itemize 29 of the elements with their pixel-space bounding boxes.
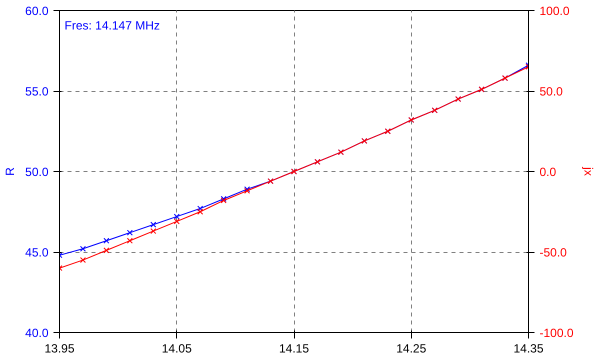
point xyxy=(174,218,180,224)
y-tick-label: 50.0 xyxy=(25,165,49,179)
point xyxy=(197,208,204,215)
y2-tick-label: -50.0 xyxy=(540,246,568,260)
y2-tick-label: 100.0 xyxy=(540,4,570,18)
point xyxy=(197,206,204,212)
point xyxy=(80,246,86,252)
point xyxy=(103,247,110,254)
x-tick-label: 14.15 xyxy=(278,342,310,356)
y2-tick-label: -100.0 xyxy=(540,326,574,340)
y-axis-title: R xyxy=(3,166,18,176)
x-tick-label: 14.35 xyxy=(513,342,544,356)
point xyxy=(80,257,86,264)
x-tick-label: 14.05 xyxy=(162,342,192,356)
annotation: Fres: 14.147 MHz xyxy=(64,18,160,32)
x-tick-label: 14.25 xyxy=(396,342,427,356)
y2-tick-label: 0.0 xyxy=(540,165,557,179)
point xyxy=(126,230,133,236)
y-tick-label: 45.0 xyxy=(25,246,49,260)
y2-axis-title: jx xyxy=(582,166,596,176)
y2-tick-label: 50.0 xyxy=(540,84,564,98)
y-tick-label: 40.0 xyxy=(25,326,49,340)
x-tick-label: 13.95 xyxy=(44,342,75,356)
y-tick-label: 55.0 xyxy=(25,84,49,98)
point xyxy=(126,238,133,244)
point xyxy=(150,228,156,234)
point xyxy=(103,238,110,244)
point xyxy=(150,222,156,228)
y-tick-label: 60.0 xyxy=(25,4,49,18)
